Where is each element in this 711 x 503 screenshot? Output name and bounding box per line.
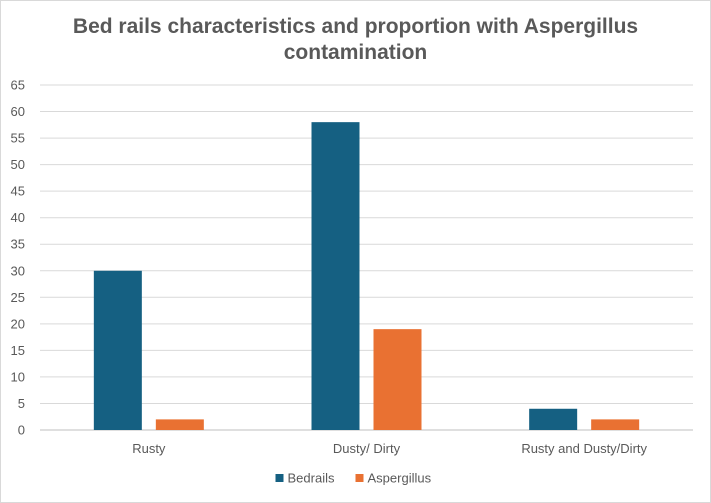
y-tick-label: 10 [11, 369, 25, 384]
x-tick-label: Dusty/ Dirty [333, 441, 401, 456]
y-tick-label: 15 [11, 343, 25, 358]
y-tick-label: 50 [11, 157, 25, 172]
chart-title: Bed rails characteristics and proportion… [0, 14, 711, 66]
y-tick-label: 35 [11, 237, 25, 252]
legend-swatch [275, 474, 284, 482]
y-tick-label: 20 [11, 316, 25, 331]
y-tick-label: 5 [18, 396, 25, 411]
bar-aspergillus [155, 419, 204, 430]
y-tick-label: 55 [11, 131, 25, 146]
bar-bedrails [311, 122, 360, 431]
bar-aspergillus [591, 419, 640, 430]
y-tick-label: 25 [11, 290, 25, 305]
y-axis-ticks: 0 5 10 15 20 25 30 35 40 45 50 55 60 65 [11, 78, 25, 438]
bar-aspergillus [373, 329, 422, 430]
x-tick-label: Rusty and Dusty/Dirty [521, 441, 647, 456]
gridlines [40, 84, 693, 431]
chart-title-line-2: contamination [283, 41, 428, 64]
y-tick-label: 65 [11, 78, 25, 93]
legend-swatch [355, 474, 364, 482]
bar-bedrails [529, 408, 578, 430]
x-axis-ticks: Rusty Dusty/ Dirty Rusty and Dusty/Dirty [132, 441, 647, 456]
legend: Bedrails Aspergillus [275, 471, 432, 486]
y-tick-label: 0 [18, 423, 25, 438]
y-tick-label: 40 [11, 210, 25, 225]
y-tick-label: 45 [11, 184, 25, 199]
chart-title-line-1: Bed rails characteristics and proportion… [72, 15, 639, 38]
legend-label: Aspergillus [368, 471, 432, 486]
bar-bedrails [93, 270, 142, 430]
legend-label: Bedrails [288, 471, 335, 486]
x-tick-label: Rusty [132, 441, 166, 456]
bars [93, 122, 640, 431]
y-tick-label: 30 [11, 263, 25, 278]
y-tick-label: 60 [11, 104, 25, 119]
